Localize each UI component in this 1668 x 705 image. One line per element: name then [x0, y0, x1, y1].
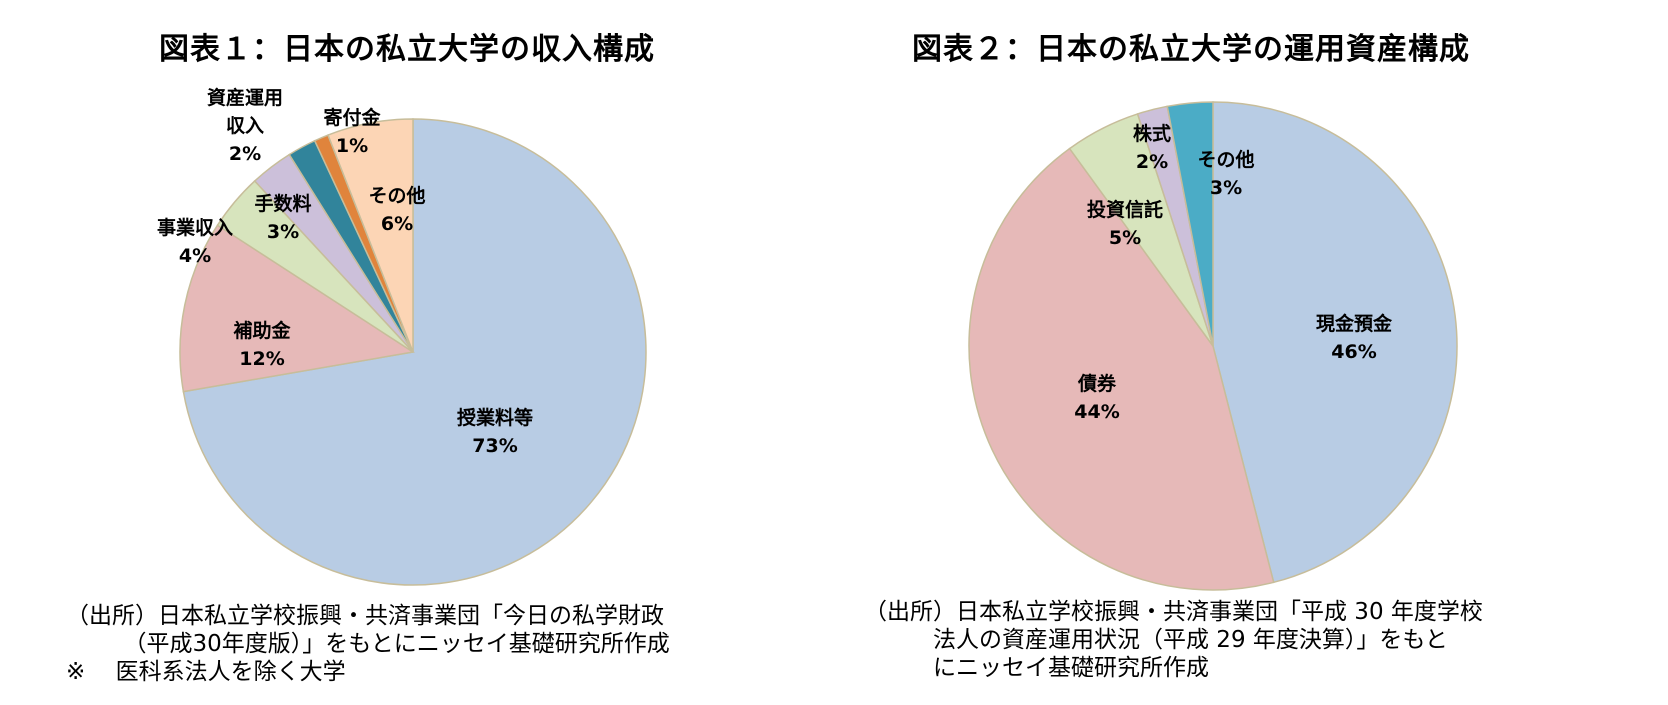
- pie-chart-assets: 現金預金 46% 債券 44% 投資信託 5% 株式 2% その他 3%: [968, 101, 1458, 591]
- slice-label: 投資信託 5%: [1087, 198, 1163, 249]
- slice-label: その他 3%: [1197, 148, 1254, 199]
- slice-category-label: 投資信託: [1087, 198, 1163, 221]
- pie-slice: [1212, 101, 1458, 584]
- slice-value-label: 4%: [179, 245, 211, 267]
- chart-panel-income: 図表１：日本の私立大学の収入構成 授業料等 73% 補助金 12% 事業収入 4% 手数料 3…: [66, 32, 670, 686]
- slice-category-label: 資産運用: [207, 86, 283, 109]
- slice-category-label: その他: [368, 184, 425, 207]
- slice-label: 債券 44%: [1074, 372, 1119, 423]
- source-note-line: 法人の資産運用状況（平成 29 年度決算）」をもと: [864, 627, 1448, 653]
- slice-value-label: 3%: [267, 221, 299, 243]
- pie-slice: [327, 118, 414, 353]
- slice-label: その他 6%: [368, 184, 425, 235]
- slice-value-label: 2%: [229, 143, 261, 165]
- slice-value-label: 5%: [1109, 227, 1141, 249]
- slice-value-label: 46%: [1331, 341, 1376, 363]
- source-note: （出所）日本私立学校振興・共済事業団「今日の私学財政 （平成30年度版）」をもと…: [66, 602, 670, 686]
- slice-category-label: 授業料等: [457, 406, 533, 429]
- slice-category-label: 寄付金: [323, 106, 381, 129]
- slice-value-label: 44%: [1074, 401, 1119, 423]
- pie-slice: [968, 147, 1275, 591]
- chart-title: 図表１：日本の私立大学の収入構成: [159, 32, 655, 67]
- chart-title: 図表２：日本の私立大学の運用資産構成: [912, 32, 1470, 67]
- pie-chart-income: 授業料等 73% 補助金 12% 事業収入 4% 手数料 3% 資産運用収入 2% 寄付金 1% その他…: [157, 86, 647, 586]
- pie-slice: [179, 224, 416, 393]
- slice-label: 補助金 12%: [232, 319, 291, 370]
- slice-category-label: 株式: [1133, 122, 1171, 145]
- source-note-line: （出所）日本私立学校振興・共済事業団「今日の私学財政: [66, 603, 664, 629]
- slice-label: 事業収入 4%: [157, 216, 233, 267]
- slice-category-label: 事業収入: [157, 216, 233, 239]
- slice-label: 株式 2%: [1133, 122, 1171, 173]
- slice-category-label: 収入: [226, 115, 264, 137]
- slice-value-label: 73%: [472, 435, 517, 457]
- source-note-line: （出所）日本私立学校振興・共済事業団「平成 30 年度学校: [864, 599, 1483, 625]
- source-note-line: にニッセイ基礎研究所作成: [864, 655, 1209, 681]
- exclusion-note: ※ 医科系法人を除く大学: [66, 659, 346, 685]
- slice-category-label: 手数料: [254, 192, 311, 215]
- slice-label: 現金預金 46%: [1316, 312, 1393, 363]
- slice-label: 資産運用収入 2%: [207, 86, 283, 165]
- slice-label: 手数料 3%: [254, 192, 311, 243]
- slice-value-label: 3%: [1210, 177, 1242, 199]
- source-note-line: （平成30年度版）」をもとにニッセイ基礎研究所作成: [66, 631, 670, 657]
- slice-label: 授業料等 73%: [457, 406, 533, 457]
- chart-panel-assets: 図表２：日本の私立大学の運用資産構成 現金預金 46% 債券 44% 投資信託 5% 株式 2…: [834, 0, 1668, 705]
- slice-category-label: その他: [1197, 148, 1254, 171]
- slice-value-label: 6%: [381, 213, 413, 235]
- slice-label: 寄付金 1%: [323, 106, 381, 157]
- slice-category-label: 現金預金: [1316, 312, 1393, 335]
- slice-category-label: 補助金: [232, 319, 291, 342]
- pie-slice: [1166, 101, 1214, 347]
- slice-value-label: 1%: [336, 135, 368, 157]
- slice-value-label: 2%: [1136, 151, 1168, 173]
- source-note: （出所）日本私立学校振興・共済事業団「平成 30 年度学校 法人の資産運用状況（…: [864, 598, 1483, 682]
- slice-category-label: 債券: [1077, 372, 1117, 395]
- slice-value-label: 12%: [239, 348, 284, 370]
- pie-slice: [182, 118, 647, 586]
